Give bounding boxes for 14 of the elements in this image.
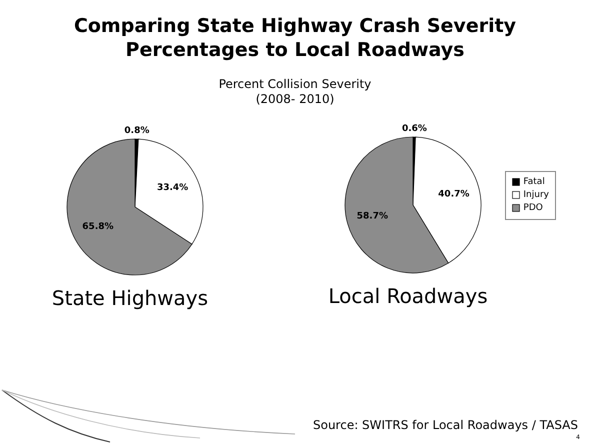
source-note: Source: SWITRS for Local Roadways / TASAS	[312, 418, 578, 432]
text: Local Roadways	[327, 284, 489, 308]
legend-label: Injury	[523, 188, 549, 202]
legend-label: PDO	[523, 202, 543, 214]
data-label: 40.7%	[438, 189, 470, 200]
text: State Highways	[50, 286, 210, 310]
legend-label: Fatal	[523, 176, 545, 188]
data-label: 0.6%	[402, 124, 427, 134]
data-label: 65.8%	[82, 222, 114, 232]
data-label: 0.8%	[124, 126, 150, 136]
data-label: 33.4%	[156, 182, 188, 193]
text: Percent Collision Severity (2008- 2010)	[218, 77, 372, 107]
text: Comparing State Highway Crash Severity Percentages to Local Roadways	[72, 14, 518, 62]
data-label: 58.7%	[356, 211, 388, 222]
